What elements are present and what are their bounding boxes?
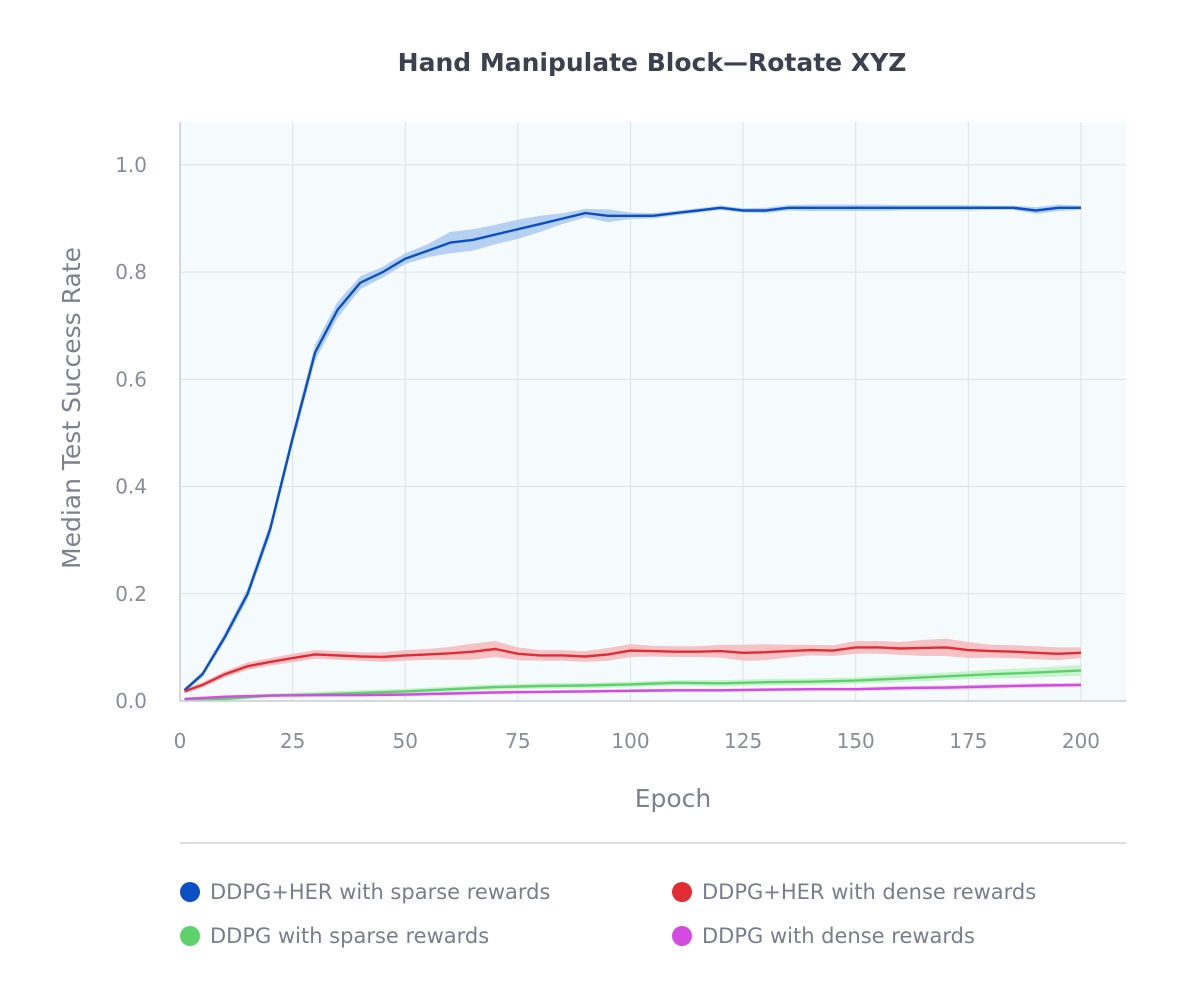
grid-lines: [180, 122, 1126, 701]
x-tick-label: 175: [949, 729, 987, 753]
y-tick-label: 0.8: [115, 260, 147, 284]
y-tick-label: 0.4: [115, 475, 147, 499]
x-tick-label: 200: [1062, 729, 1100, 753]
band-ddpg-her-with-dense-rewards: [184, 638, 1081, 694]
legend-label: DDPG+HER with sparse rewards: [210, 880, 551, 904]
legend-label: DDPG with sparse rewards: [210, 924, 490, 948]
y-tick-label: 0.6: [115, 367, 147, 391]
tick-labels: 0 25 50 75 100 125 150 175 200 0.0 0.2 0.4 0.6 0.8 1.0: [115, 153, 1100, 753]
legend-label: DDPG+HER with dense rewards: [702, 880, 1037, 904]
y-tick-label: 0.0: [115, 689, 147, 713]
x-tick-label: 0: [174, 729, 187, 753]
legend-item-ddpg-dense: DDPG with dense rewards: [672, 924, 975, 948]
x-tick-label: 125: [724, 729, 762, 753]
y-axis-label: Median Test Success Rate: [57, 247, 86, 569]
legend-item-ddpg-her-sparse: DDPG+HER with sparse rewards: [180, 880, 550, 904]
x-tick-label: 150: [837, 729, 875, 753]
x-tick-label: 25: [280, 729, 305, 753]
legend: DDPG+HER with sparse rewards DDPG+HER wi…: [180, 866, 1130, 966]
legend-marker: [672, 926, 692, 946]
y-tick-label: 1.0: [115, 153, 147, 177]
line-ddpg-with-dense-rewards: [184, 683, 1082, 701]
legend-marker: [672, 882, 692, 902]
series-lines: [183, 206, 1082, 701]
line-ddpg-her-with-sparse-rewards: [183, 206, 1081, 692]
y-tick-label: 0.2: [115, 582, 147, 606]
x-tick-label: 50: [393, 729, 418, 753]
legend-marker: [180, 926, 200, 946]
x-axis-label: Epoch: [635, 784, 712, 813]
line-chart: Hand Manipulate Block—Rotate XYZ 0 25 50 75…: [57, 48, 1126, 844]
legend-item-ddpg-sparse: DDPG with sparse rewards: [180, 924, 489, 948]
x-tick-label: 100: [611, 729, 649, 753]
line-ddpg-her-with-dense-rewards: [184, 646, 1082, 693]
legend-item-ddpg-her-dense: DDPG+HER with dense rewards: [672, 880, 1036, 904]
chart-title: Hand Manipulate Block—Rotate XYZ: [398, 48, 907, 77]
legend-marker: [180, 882, 200, 902]
axes: [179, 122, 1126, 702]
legend-label: DDPG with dense rewards: [702, 924, 975, 948]
x-tick-label: 75: [505, 729, 530, 753]
